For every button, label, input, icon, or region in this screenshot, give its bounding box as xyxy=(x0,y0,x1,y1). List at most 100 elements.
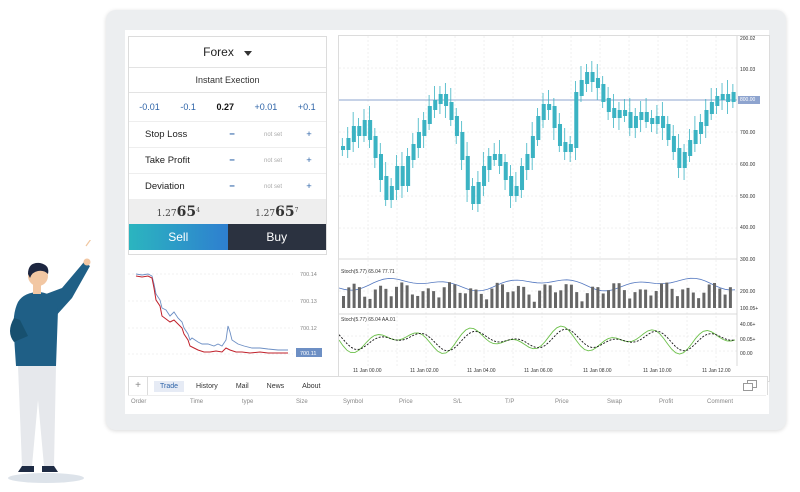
candle-body xyxy=(482,166,487,186)
main-chart[interactable]: 200.02 100.03 800.00 700.00 600.00 500.0… xyxy=(338,35,770,382)
stop-loss-value[interactable]: not set xyxy=(263,131,282,138)
candle-body xyxy=(449,102,454,120)
pointer-stick xyxy=(85,240,92,247)
trade-table-header: Order Time type Size Symbol Price S/L T/… xyxy=(128,395,766,410)
stoch-axis-label-1: 200.00 xyxy=(740,289,756,295)
volume-bar xyxy=(612,283,616,308)
volume-bar xyxy=(622,290,626,308)
tab-mail[interactable]: Mail xyxy=(235,382,249,390)
candle-body xyxy=(726,94,731,102)
take-profit-plus-button[interactable]: + xyxy=(306,155,312,166)
candle-body xyxy=(514,186,519,196)
person-shadow xyxy=(8,473,84,483)
volume-plus-01-button[interactable]: +0.1 xyxy=(297,102,316,112)
candle-body xyxy=(384,176,389,200)
candle-body xyxy=(503,162,508,180)
col-tp: T/P xyxy=(505,399,515,405)
ask-price: 1.27657 xyxy=(228,204,327,220)
candle-body xyxy=(715,96,720,106)
stoch-1-label: Stoch(5.77) 65.04 77.71 xyxy=(341,269,395,275)
col-sl: S/L xyxy=(453,399,463,405)
window-restore-icon[interactable] xyxy=(741,380,761,392)
tick-chart-ask-line xyxy=(135,273,288,351)
add-tab-button[interactable]: + xyxy=(129,377,148,395)
candle-body xyxy=(422,120,427,136)
deviation-minus-button[interactable]: − xyxy=(229,181,235,192)
volume-bar xyxy=(448,282,451,308)
volume-bar xyxy=(379,285,383,308)
stop-loss-minus-button[interactable]: − xyxy=(229,129,235,140)
price-label-2: 800.00 xyxy=(740,97,756,103)
buy-button[interactable]: Buy xyxy=(227,224,326,250)
volume-minus-001-button[interactable]: -0.01 xyxy=(139,102,160,112)
tick-axis-label-3: 700.11 xyxy=(300,351,316,357)
candle-body xyxy=(574,92,579,148)
col-swap: Swap xyxy=(607,399,623,405)
tick-chart: 700.14 700.13 700.12 700.11 xyxy=(128,272,322,357)
volume-bar xyxy=(686,287,690,308)
symbol-select[interactable]: Forex xyxy=(129,37,326,68)
volume-bar xyxy=(675,296,679,308)
volume-bar xyxy=(559,290,563,308)
volume-minus-01-button[interactable]: -0.1 xyxy=(180,102,196,112)
volume-bar xyxy=(691,292,695,308)
col-comment: Comment xyxy=(707,399,734,405)
volume-bar xyxy=(479,293,483,308)
execution-mode[interactable]: Instant Exection xyxy=(129,68,326,93)
candle-body xyxy=(590,72,595,82)
volume-bar xyxy=(463,293,467,308)
candle-body xyxy=(444,94,449,106)
volume-plus-001-button[interactable]: +0.01 xyxy=(254,102,278,112)
volume-bar xyxy=(617,283,621,308)
volume-bar xyxy=(665,282,669,308)
volume-bar xyxy=(532,301,536,308)
volume-bar xyxy=(506,292,510,308)
chart-grid xyxy=(339,36,737,366)
presenter-illustration xyxy=(8,240,92,483)
candle-body xyxy=(731,92,736,102)
candle-body xyxy=(400,166,405,186)
candle-body xyxy=(416,132,421,148)
tab-about[interactable]: About xyxy=(302,382,321,390)
candle-body xyxy=(633,116,638,128)
time-label-0: 11 Jan 00.00 xyxy=(353,368,382,374)
volume-bar xyxy=(522,286,526,308)
stoch-dashed-line xyxy=(338,328,736,352)
deviation-plus-button[interactable]: + xyxy=(306,181,312,192)
candle-body xyxy=(395,166,400,190)
volume-bar xyxy=(723,294,727,308)
stoch-axis-label-0: 300.00 xyxy=(740,257,756,263)
candle-body xyxy=(438,94,443,104)
trading-screen: Forex Instant Exection -0.01 -0.1 0.27 +… xyxy=(125,30,770,414)
ask-price-sup: 7 xyxy=(294,206,299,214)
tick-chart-grid xyxy=(128,273,293,355)
take-profit-minus-button[interactable]: − xyxy=(229,155,235,166)
tab-trade[interactable]: Trade xyxy=(154,380,185,392)
volume-bar xyxy=(707,284,711,308)
volume-value[interactable]: 0.27 xyxy=(216,102,234,112)
candle-body xyxy=(373,136,378,158)
candle-body xyxy=(639,112,644,120)
tab-history[interactable]: History xyxy=(196,382,218,390)
take-profit-value[interactable]: not set xyxy=(263,157,282,164)
col-type: type xyxy=(242,399,254,405)
stop-loss-plus-button[interactable]: + xyxy=(306,129,312,140)
volume-bar xyxy=(363,296,367,308)
volume-bar xyxy=(437,297,441,308)
candle-body xyxy=(525,154,530,170)
volume-bar xyxy=(728,287,732,308)
volume-bar xyxy=(580,301,584,308)
sell-button[interactable]: Sell xyxy=(129,224,228,250)
volume-bar xyxy=(432,291,436,308)
deviation-value[interactable]: not set xyxy=(263,183,282,190)
shirt xyxy=(13,292,58,366)
volume-bar xyxy=(670,288,674,308)
candle-body xyxy=(644,112,649,122)
volume-bar xyxy=(511,291,515,308)
candle-body xyxy=(530,136,535,158)
col-time: Time xyxy=(190,399,204,405)
volume-bar xyxy=(384,288,388,308)
trousers xyxy=(18,366,56,466)
tab-news[interactable]: News xyxy=(266,382,285,390)
candle-body xyxy=(346,138,351,150)
